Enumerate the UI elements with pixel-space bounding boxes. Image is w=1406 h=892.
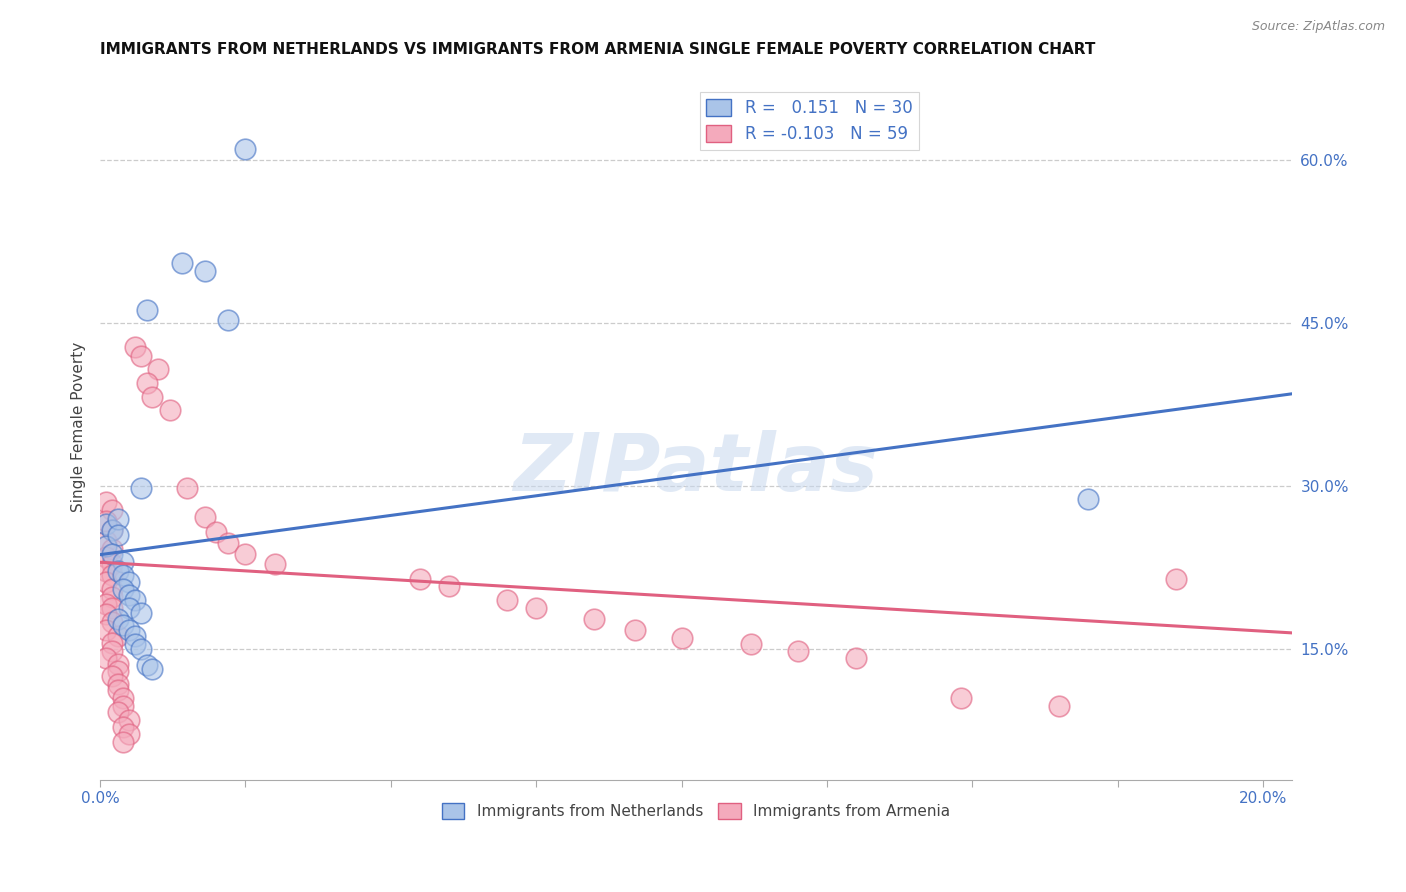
Point (94, 651, 117, 665)
Point (409, 572, 432, 586)
Point (118, 600, 141, 615)
Point (135, 376, 157, 390)
Point (94, 517, 117, 532)
Point (148, 361, 170, 376)
Point (107, 677, 129, 691)
Point (100, 635, 122, 649)
Point (437, 579, 460, 593)
Point (100, 542, 122, 557)
Legend: Immigrants from Netherlands, Immigrants from Armenia: Immigrants from Netherlands, Immigrants … (436, 797, 956, 825)
Point (1077, 492, 1099, 507)
Point (786, 644, 808, 658)
Point (100, 644, 122, 658)
Point (94, 564, 117, 578)
Point (263, 558, 285, 572)
Point (129, 349, 152, 363)
Point (141, 662, 163, 676)
Point (100, 503, 122, 517)
Point (107, 564, 129, 578)
Point (1049, 698, 1071, 713)
Point (112, 555, 135, 569)
Point (94, 549, 117, 564)
Point (100, 568, 122, 582)
Point (496, 593, 519, 607)
Point (94, 623, 117, 637)
Point (583, 612, 606, 626)
Point (100, 669, 122, 683)
Point (94, 574, 117, 589)
Point (129, 481, 152, 495)
Point (94, 597, 117, 611)
Point (107, 528, 129, 542)
Point (176, 481, 198, 495)
Point (107, 683, 129, 698)
Text: Source: ZipAtlas.com: Source: ZipAtlas.com (1251, 20, 1385, 33)
Point (124, 629, 146, 643)
Point (235, 547, 257, 561)
Point (107, 512, 129, 526)
Point (112, 618, 135, 632)
Point (129, 642, 152, 657)
Point (112, 721, 135, 735)
Point (118, 588, 141, 602)
Point (94, 533, 117, 548)
Point (118, 713, 141, 727)
Point (135, 658, 157, 673)
Text: IMMIGRANTS FROM NETHERLANDS VS IMMIGRANTS FROM ARMENIA SINGLE FEMALE POVERTY COR: IMMIGRANTS FROM NETHERLANDS VS IMMIGRANT… (100, 42, 1095, 57)
Point (845, 651, 868, 665)
Point (124, 593, 146, 607)
Point (112, 691, 135, 706)
Point (671, 632, 693, 646)
Point (94, 539, 117, 553)
Point (217, 535, 239, 549)
Point (118, 574, 141, 589)
Point (94, 514, 117, 528)
Point (194, 509, 217, 524)
Point (107, 664, 129, 678)
Point (100, 558, 122, 572)
Point (624, 623, 647, 637)
Point (129, 607, 152, 621)
Point (118, 623, 141, 637)
Point (124, 637, 146, 651)
Point (100, 547, 122, 561)
Point (217, 313, 239, 327)
Point (112, 698, 135, 713)
Point (100, 600, 122, 615)
Point (107, 705, 129, 719)
Point (112, 582, 135, 597)
Point (100, 615, 122, 629)
Point (100, 582, 122, 597)
Point (170, 256, 193, 270)
Point (118, 727, 141, 741)
Point (100, 590, 122, 604)
Point (107, 657, 129, 672)
Point (235, 142, 257, 156)
Point (135, 303, 157, 318)
Point (94, 607, 117, 622)
Point (112, 734, 135, 748)
Point (100, 523, 122, 537)
Point (107, 612, 129, 626)
Point (107, 629, 129, 643)
Text: ZIPatlas: ZIPatlas (513, 430, 879, 508)
Point (100, 523, 122, 537)
Point (94, 495, 117, 509)
Point (194, 264, 217, 278)
Point (1164, 572, 1187, 586)
Y-axis label: Single Female Poverty: Single Female Poverty (72, 342, 86, 511)
Point (124, 340, 146, 354)
Point (740, 637, 762, 651)
Point (159, 403, 181, 417)
Point (949, 691, 972, 706)
Point (205, 524, 228, 539)
Point (524, 600, 547, 615)
Point (112, 568, 135, 582)
Point (141, 390, 163, 404)
